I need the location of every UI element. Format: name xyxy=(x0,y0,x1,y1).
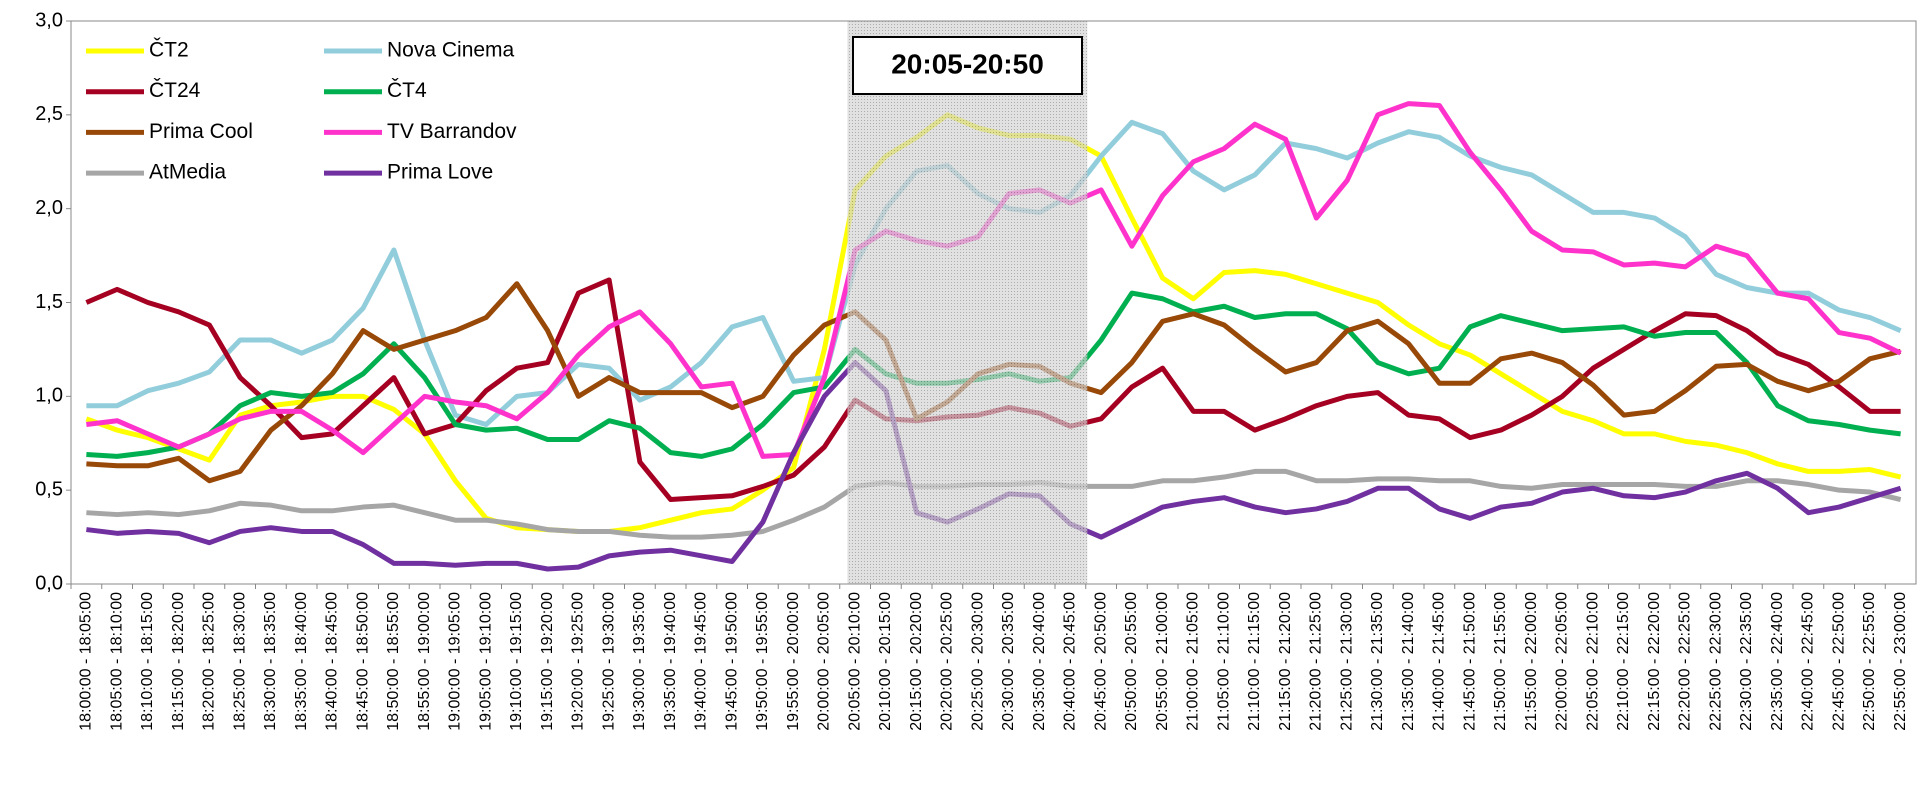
x-tick-label: 20:20:00 - 20:25:00 xyxy=(939,592,956,731)
x-tick-label: 20:55:00 - 21:00:00 xyxy=(1154,592,1171,731)
legend-label: ČT4 xyxy=(387,79,427,102)
x-tick-label: 19:50:00 - 19:55:00 xyxy=(754,592,771,731)
x-tick-label: 20:30:00 - 20:35:00 xyxy=(1000,592,1017,731)
legend-label: AtMedia xyxy=(149,161,226,184)
x-tick-label: 21:00:00 - 21:05:00 xyxy=(1185,592,1202,731)
x-tick-label: 21:35:00 - 21:40:00 xyxy=(1400,592,1417,731)
x-tick-label: 22:40:00 - 22:45:00 xyxy=(1800,592,1817,731)
x-tick-label: 19:05:00 - 19:10:00 xyxy=(477,592,494,731)
x-tick-label: 18:30:00 - 18:35:00 xyxy=(262,592,279,731)
y-tick-label: 0,0 xyxy=(35,572,63,594)
x-tick-label: 18:35:00 - 18:40:00 xyxy=(293,592,310,731)
x-tick-label: 21:40:00 - 21:45:00 xyxy=(1431,592,1448,731)
x-tick-label: 20:00:00 - 20:05:00 xyxy=(816,592,833,731)
x-tick-label: 20:25:00 - 20:30:00 xyxy=(969,592,986,731)
x-tick-label: 22:20:00 - 22:25:00 xyxy=(1677,592,1694,731)
x-tick-label: 18:25:00 - 18:30:00 xyxy=(231,592,248,731)
x-tick-label: 22:25:00 - 22:30:00 xyxy=(1707,592,1724,731)
x-tick-label: 21:10:00 - 21:15:00 xyxy=(1246,592,1263,731)
x-tick-label: 18:40:00 - 18:45:00 xyxy=(324,592,341,731)
annotation: 20:05-20:50 xyxy=(852,36,1083,95)
x-tick-label: 21:05:00 - 21:10:00 xyxy=(1215,592,1232,731)
legend-label: ČT24 xyxy=(149,79,201,102)
x-tick-label: 20:40:00 - 20:45:00 xyxy=(1062,592,1079,731)
x-tick-label: 19:25:00 - 19:30:00 xyxy=(600,592,617,731)
x-tick-label: 21:15:00 - 21:20:00 xyxy=(1277,592,1294,731)
plot-frame xyxy=(70,20,1917,585)
y-tick-label: 1,5 xyxy=(35,291,63,313)
legend-label: Prima Love xyxy=(387,161,493,184)
x-tick-label: 21:45:00 - 21:50:00 xyxy=(1461,592,1478,731)
x-tick-label: 21:20:00 - 21:25:00 xyxy=(1308,592,1325,731)
y-tick-label: 2,5 xyxy=(35,103,63,125)
x-tick-label: 20:35:00 - 20:40:00 xyxy=(1031,592,1048,731)
x-tick-label: 22:10:00 - 22:15:00 xyxy=(1615,592,1632,731)
x-tick-label: 20:15:00 - 20:20:00 xyxy=(908,592,925,731)
legend-label: TV Barrandov xyxy=(387,120,517,143)
x-tick-label: 21:50:00 - 21:55:00 xyxy=(1492,592,1509,731)
x-tick-label: 21:55:00 - 22:00:00 xyxy=(1523,592,1540,731)
highlight-band xyxy=(847,21,1088,584)
x-tick-label: 19:35:00 - 19:40:00 xyxy=(662,592,679,731)
x-tick-label: 19:00:00 - 19:05:00 xyxy=(447,592,464,731)
x-tick-label: 22:45:00 - 22:50:00 xyxy=(1830,592,1847,731)
x-tick-label: 22:35:00 - 22:40:00 xyxy=(1769,592,1786,731)
x-tick-label: 18:45:00 - 18:50:00 xyxy=(354,592,371,731)
x-tick-label: 22:55:00 - 23:00:00 xyxy=(1892,592,1909,731)
x-tick-label: 22:30:00 - 22:35:00 xyxy=(1738,592,1755,731)
x-tick-label: 18:55:00 - 19:00:00 xyxy=(416,592,433,731)
x-tick-label: 20:10:00 - 20:15:00 xyxy=(877,592,894,731)
x-tick-label: 22:15:00 - 22:20:00 xyxy=(1646,592,1663,731)
x-tick-label: 19:45:00 - 19:50:00 xyxy=(723,592,740,731)
x-tick-label: 18:00:00 - 18:05:00 xyxy=(78,592,95,731)
legend-label: ČT2 xyxy=(149,39,189,62)
x-tick-label: 18:20:00 - 18:25:00 xyxy=(201,592,218,731)
x-tick-label: 19:30:00 - 19:35:00 xyxy=(631,592,648,731)
y-tick-label: 3,0 xyxy=(35,9,63,31)
y-tick-label: 2,0 xyxy=(35,197,63,219)
x-tick-label: 21:25:00 - 21:30:00 xyxy=(1338,592,1355,731)
annotation-text: 20:05-20:50 xyxy=(891,48,1044,79)
y-tick-label: 1,0 xyxy=(35,385,63,407)
x-tick-label: 19:40:00 - 19:45:00 xyxy=(693,592,710,731)
x-tick-label: 20:05:00 - 20:10:00 xyxy=(846,592,863,731)
x-tick-label: 20:45:00 - 20:50:00 xyxy=(1092,592,1109,731)
x-tick-label: 21:30:00 - 21:35:00 xyxy=(1369,592,1386,731)
x-tick-label: 20:50:00 - 20:55:00 xyxy=(1123,592,1140,731)
x-tick-label: 19:10:00 - 19:15:00 xyxy=(508,592,525,731)
legend-label: Nova Cinema xyxy=(387,39,515,62)
x-tick-label: 18:10:00 - 18:15:00 xyxy=(139,592,156,731)
annotation-box xyxy=(852,36,1083,95)
legend: ČT2 Nova Cinema ČT24 ČT4 Prima Cool TV Barran… xyxy=(86,39,517,184)
x-tick-label: 19:55:00 - 20:00:00 xyxy=(785,592,802,731)
x-tick-label: 18:05:00 - 18:10:00 xyxy=(108,592,125,731)
x-tick-label: 22:00:00 - 22:05:00 xyxy=(1554,592,1571,731)
x-tick-label: 18:15:00 - 18:20:00 xyxy=(170,592,187,731)
legend-label: Prima Cool xyxy=(149,120,253,143)
x-tick-label: 22:05:00 - 22:10:00 xyxy=(1584,592,1601,731)
x-tick-label: 18:50:00 - 18:55:00 xyxy=(385,592,402,731)
x-tick-label: 19:15:00 - 19:20:00 xyxy=(539,592,556,731)
y-tick-label: 0,5 xyxy=(35,478,63,500)
x-tick-label: 19:20:00 - 19:25:00 xyxy=(570,592,587,731)
x-tick-label: 22:50:00 - 22:55:00 xyxy=(1861,592,1878,731)
